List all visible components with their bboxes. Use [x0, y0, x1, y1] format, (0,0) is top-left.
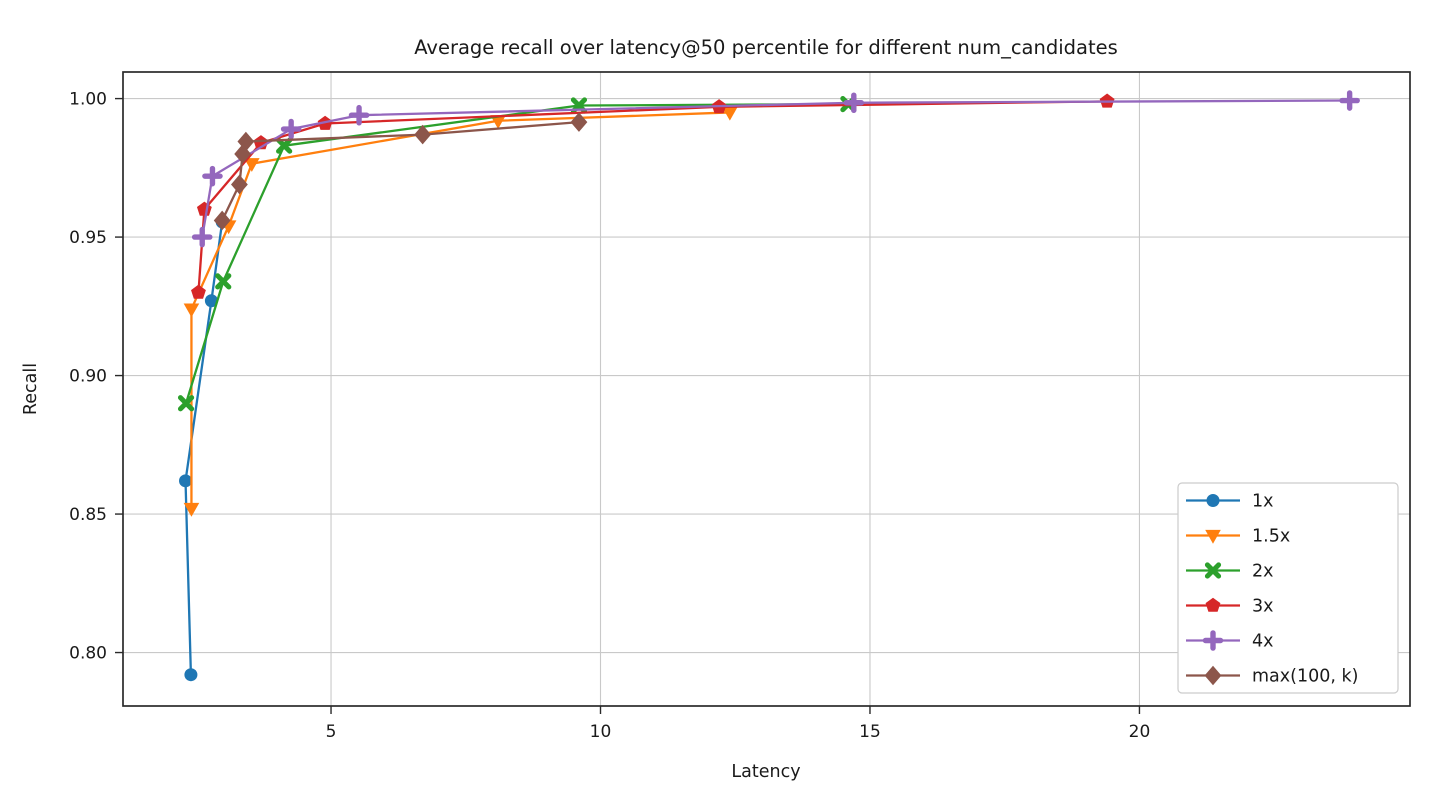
x-axis-label: Latency [731, 762, 800, 782]
x-tick-label: 15 [859, 722, 881, 742]
series-line-1.5x [190, 111, 732, 510]
data-point-marker [213, 210, 231, 231]
data-point-marker [202, 165, 223, 187]
legend-item: 3x [1186, 597, 1274, 617]
data-point-marker [276, 137, 293, 154]
axes-layer: 5 10 15 20 0.80 0.85 0.90 0.95 1.00 [69, 71, 1411, 742]
x-tick-label: 10 [590, 722, 612, 742]
y-tick-label: 0.95 [69, 228, 107, 248]
data-point-marker [183, 502, 200, 517]
legend-item: 4x [1186, 630, 1274, 652]
data-point-marker [179, 474, 193, 488]
data-point-marker [843, 92, 865, 114]
legend-label: 3x [1252, 597, 1274, 617]
data-point-marker [570, 112, 588, 132]
series-line-3x [197, 100, 1109, 294]
data-point-marker [1205, 529, 1221, 544]
legend-label: 4x [1252, 632, 1274, 652]
data-point-marker [348, 104, 370, 126]
legend-label: 2x [1252, 562, 1274, 582]
y-tick-label: 0.90 [69, 367, 107, 387]
data-point-marker [191, 226, 213, 248]
y-axis-label: Recall [21, 363, 41, 415]
series-layer [177, 90, 1360, 682]
series-line-4x [201, 99, 1351, 239]
x-tick-label: 20 [1129, 722, 1151, 742]
x-tick-label: 5 [326, 722, 337, 742]
data-point-marker [1205, 597, 1221, 612]
legend-item: 1x [1186, 492, 1274, 512]
chart-title: Average recall over latency@50 percentil… [414, 36, 1118, 59]
y-tick-label: 0.85 [69, 505, 107, 525]
legend-item: 2x [1186, 562, 1274, 582]
y-tick-label: 1.00 [69, 90, 107, 110]
data-point-marker [231, 174, 248, 195]
legend-label: 1x [1252, 492, 1274, 512]
legend: 1x 1.5x 2x 3x 4x max(100, k) [1177, 482, 1399, 694]
data-point-marker [237, 131, 255, 152]
data-point-marker [215, 273, 232, 290]
legend-item: 1.5x [1186, 527, 1290, 547]
data-point-marker [722, 106, 738, 121]
y-tick-label: 0.80 [69, 644, 107, 664]
data-point-marker [1202, 630, 1224, 651]
legend-label: max(100, k) [1252, 667, 1358, 687]
series-line-1x [184, 220, 224, 676]
data-point-marker [234, 144, 252, 164]
data-point-marker [490, 115, 506, 129]
data-point-marker [191, 284, 206, 299]
data-point-marker [280, 118, 302, 140]
data-point-marker [1206, 494, 1220, 507]
legend-box [1177, 482, 1399, 694]
data-point-marker [244, 158, 260, 172]
data-point-marker [204, 294, 218, 308]
data-point-marker [1204, 562, 1222, 579]
plot-border [122, 71, 1411, 707]
data-point-marker [414, 124, 432, 145]
legend-item: max(100, k) [1186, 665, 1358, 687]
data-point-marker [177, 395, 195, 412]
data-point-marker [184, 668, 198, 682]
grid-layer [123, 72, 1410, 706]
legend-label: 1.5x [1252, 527, 1290, 547]
data-point-marker [183, 303, 200, 318]
data-point-marker [1204, 665, 1222, 686]
data-point-marker [1339, 90, 1360, 111]
